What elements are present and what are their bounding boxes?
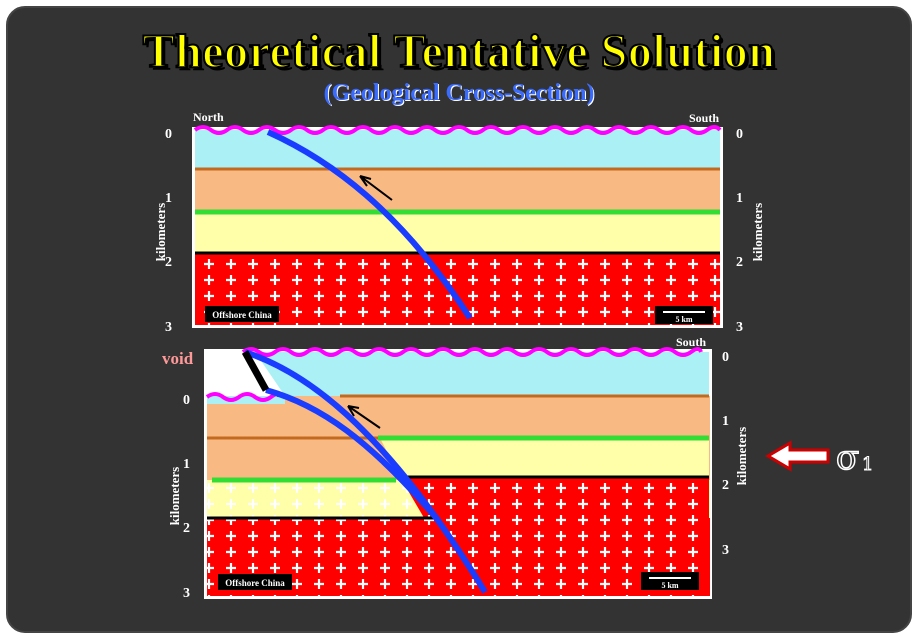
bottom-location-label: Offshore China xyxy=(225,578,285,588)
top-left-tick-1: 1 xyxy=(165,191,172,206)
bottom-right-tick-0: 0 xyxy=(722,350,729,365)
bottom-orange-right xyxy=(340,396,709,438)
bottom-location-box xyxy=(218,574,292,590)
top-right-tick-2: 2 xyxy=(736,255,743,270)
bottom-left-axis-label: kilometers xyxy=(167,467,182,525)
bottom-left-tick-0: 0 xyxy=(183,393,190,408)
top-left-axis-label: kilometers xyxy=(153,203,168,261)
top-location-label: Offshore China xyxy=(212,310,272,320)
bottom-north-label: North xyxy=(208,375,239,389)
top-scale-label: 5 km xyxy=(675,315,692,324)
top-left-tick-3: 3 xyxy=(165,320,172,335)
bottom-sea-surface-upper xyxy=(241,347,703,357)
stress-arrow-icon xyxy=(765,440,830,472)
bottom-fault-line-2 xyxy=(265,387,441,522)
top-right-tick-1: 1 xyxy=(736,191,743,206)
bottom-right-axis-label: kilometers xyxy=(734,427,749,485)
bottom-right-tick-2: 2 xyxy=(722,478,729,493)
top-location-box xyxy=(205,306,279,322)
bottom-cross-section: North South void 0 1 2 3 kilometers 0 1 … xyxy=(162,335,749,601)
top-left-tick-2: 2 xyxy=(165,255,172,270)
bottom-left-tick-2: 2 xyxy=(183,521,190,536)
page-subtitle: (Geological Cross-Section) xyxy=(323,80,595,106)
top-slip-arrow-icon xyxy=(359,175,393,201)
bottom-scale-box xyxy=(641,572,699,590)
top-left-tick-0: 0 xyxy=(165,127,172,142)
void-lightning-icon xyxy=(211,354,252,383)
top-fault-line xyxy=(266,129,473,320)
page-title: Theoretical Tentative Solution xyxy=(142,24,776,79)
top-cross-section: North South 0 1 2 3 kilometers 0 1 2 3 k… xyxy=(153,110,765,335)
bottom-void-gap xyxy=(241,350,270,392)
top-right-tick-0: 0 xyxy=(736,127,743,142)
bottom-sea-surface-lower xyxy=(205,392,281,402)
top-scale-box xyxy=(655,306,713,324)
top-north-label: North xyxy=(193,110,224,124)
bottom-slip-arrow-icon xyxy=(347,405,381,429)
void-label: void xyxy=(162,349,194,368)
top-south-label: South xyxy=(689,111,719,125)
stress-subscript: 1 xyxy=(862,454,873,475)
bottom-water-right xyxy=(255,352,709,396)
bottom-left-tick-1: 1 xyxy=(183,457,190,472)
bottom-right-tick-1: 1 xyxy=(722,414,729,429)
bottom-scale-label: 5 km xyxy=(661,581,678,590)
bottom-fault-line xyxy=(244,349,488,594)
bottom-right-tick-3: 3 xyxy=(722,543,729,558)
stress-indicator: σ 1 xyxy=(765,437,874,479)
top-basement-pattern xyxy=(195,253,720,325)
top-orange-layer xyxy=(195,169,720,212)
top-right-tick-3: 3 xyxy=(736,320,743,335)
top-sea-surface xyxy=(193,125,722,135)
top-yellow-layer xyxy=(195,212,720,253)
bottom-yellow-right xyxy=(380,438,709,477)
stress-symbol: σ xyxy=(836,438,859,478)
top-right-axis-label: kilometers xyxy=(750,203,765,261)
bottom-south-label: South xyxy=(676,335,706,349)
bottom-left-tick-3: 3 xyxy=(183,586,190,601)
